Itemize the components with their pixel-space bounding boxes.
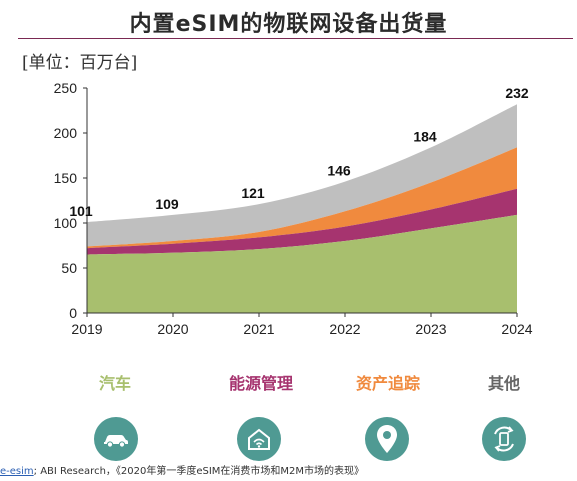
unit-label: [单位：百万台] — [22, 53, 138, 73]
stacked-area-chart: 0 50 100 150 200 250 2019 2020 2021 2022 2023 2024 1… — [54, 80, 533, 337]
data-label-total: 146 — [327, 163, 351, 179]
legend-label-asset: 资产追踪 — [355, 374, 420, 393]
data-label-total: 121 — [241, 185, 265, 201]
y-tick-label: 100 — [54, 215, 78, 231]
area-series-3 — [87, 104, 517, 247]
data-label-total: 232 — [505, 85, 529, 101]
source-citation: e-esim; ABI Research，《2020年第一季度eSIM在消费市场… — [0, 462, 577, 477]
smart-home-icon — [237, 417, 281, 461]
y-tick-label: 200 — [54, 125, 78, 141]
legend-label-car: 汽车 — [98, 374, 131, 393]
area-series-1 — [87, 188, 517, 255]
y-tick-label: 0 — [69, 305, 77, 321]
area-series-2 — [87, 147, 517, 249]
x-tick-label: 2023 — [415, 321, 446, 337]
data-label-total: 109 — [155, 196, 179, 212]
title-divider — [18, 38, 573, 39]
location-pin-icon — [365, 417, 409, 461]
x-tick-label: 2024 — [501, 321, 532, 337]
area-series-0 — [87, 214, 517, 313]
chart-title: 内置eSIM的物联网设备出货量 — [129, 12, 448, 37]
data-label-total: 101 — [69, 203, 93, 219]
source-link[interactable]: e-esim — [0, 466, 34, 477]
x-tick-label: 2022 — [329, 321, 360, 337]
legend-label-other: 其他 — [487, 374, 520, 393]
device-rotate-icon — [482, 417, 526, 461]
y-tick-label: 250 — [54, 80, 78, 96]
legend-label-energy: 能源管理 — [228, 374, 293, 393]
car-icon — [94, 417, 138, 461]
x-tick-label: 2019 — [71, 321, 102, 337]
x-tick-label: 2021 — [243, 321, 274, 337]
x-tick-label: 2020 — [157, 321, 188, 337]
y-tick-label: 50 — [61, 260, 77, 276]
source-text: ; ABI Research，《2020年第一季度eSIM在消费市场和M2M市场… — [33, 466, 365, 477]
y-tick-label: 150 — [54, 170, 78, 186]
data-label-total: 184 — [413, 128, 437, 144]
